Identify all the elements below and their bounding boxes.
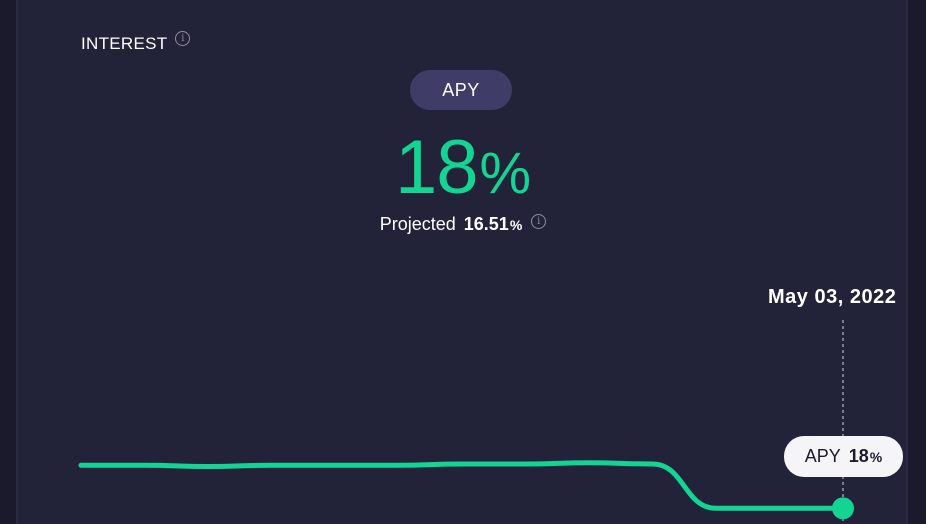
projected-label: Projected (379, 214, 456, 234)
tooltip-label: APY (804, 446, 841, 466)
current-rate-value: 18 (394, 125, 479, 210)
projected-rate: Projected 16.51% i (0, 214, 926, 235)
projected-unit: % (509, 216, 523, 233)
apy-toggle-button[interactable]: APY (410, 70, 512, 110)
apy-series-line (78, 460, 846, 511)
projected-value: 16.51 (463, 214, 509, 234)
section-title: INTEREST i (81, 31, 191, 54)
info-icon[interactable]: i (175, 31, 191, 46)
hover-date-label: May 03, 2022 (768, 286, 897, 308)
current-rate-unit: % (479, 141, 532, 206)
tooltip-unit: % (869, 448, 883, 465)
tooltip-value: 18 (848, 446, 869, 466)
projected-info-icon[interactable]: i (531, 214, 547, 229)
hover-tooltip: APY 18% (784, 436, 903, 477)
section-title-label: INTEREST (81, 34, 168, 53)
hover-data-point[interactable] (832, 497, 854, 520)
current-rate: 18% (0, 126, 926, 216)
